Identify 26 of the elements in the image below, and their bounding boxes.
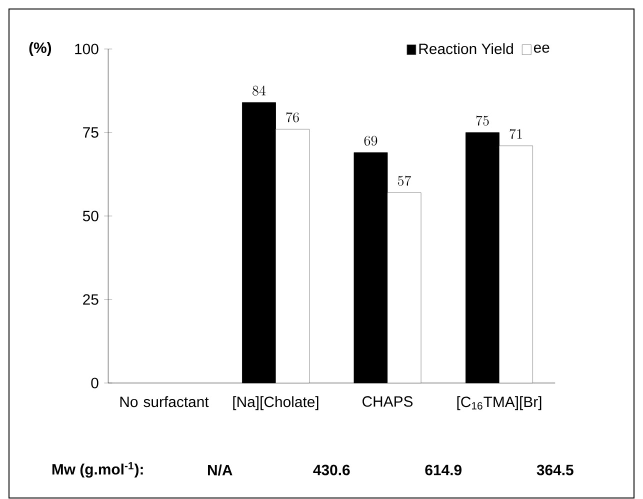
bar (387, 192, 422, 384)
y-tick-label: 50 (82, 210, 98, 222)
text: 430.6 (313, 464, 350, 476)
text: 614.9 (425, 464, 462, 476)
y-tick-label: 75 (83, 127, 98, 138)
data-label: 71 (510, 128, 522, 139)
x-tick-label: [Na][Cholate] (233, 396, 318, 410)
data-label: 57 (398, 176, 412, 186)
legend-label: Reaction Yield (419, 43, 513, 54)
x-tick-label: [C$_{16}$TMA][Br] (457, 396, 542, 410)
y-tick-label: 0 (91, 378, 98, 388)
legend-label: ee (534, 44, 550, 53)
x-tick-label: CHAPS (362, 396, 413, 407)
y-tick-label: 100 (75, 44, 98, 54)
bar (276, 128, 310, 384)
data-label: 76 (286, 112, 299, 122)
text: Mw (g.mol$^{-1}$): (52, 462, 143, 478)
data-label: 69 (364, 136, 378, 146)
y-tick-label: 25 (83, 294, 98, 305)
bar (499, 146, 533, 384)
text: 364.5 (536, 464, 574, 476)
text: N/A (208, 464, 232, 476)
data-label: 75 (476, 116, 489, 126)
y-axis-title: (%) (29, 42, 52, 56)
data-label: 84 (252, 86, 266, 96)
x-tick-label: No surfactant (120, 396, 209, 408)
